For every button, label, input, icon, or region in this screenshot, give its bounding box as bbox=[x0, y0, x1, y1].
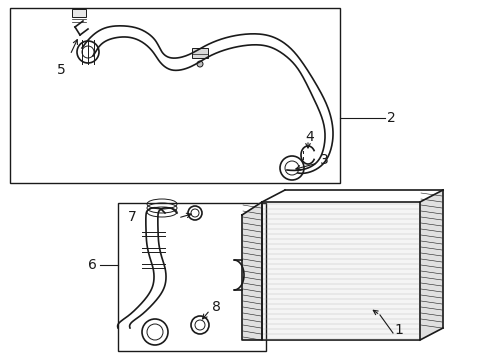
Text: 6: 6 bbox=[88, 258, 97, 272]
Text: 1: 1 bbox=[393, 323, 402, 337]
Polygon shape bbox=[242, 202, 262, 340]
Bar bbox=[118, 203, 265, 351]
Text: 2: 2 bbox=[386, 111, 395, 125]
Polygon shape bbox=[262, 202, 419, 340]
Text: 3: 3 bbox=[319, 153, 328, 167]
Text: 7: 7 bbox=[128, 210, 137, 224]
Circle shape bbox=[197, 61, 203, 67]
Polygon shape bbox=[419, 190, 442, 340]
Text: 5: 5 bbox=[57, 63, 65, 77]
Text: 4: 4 bbox=[305, 130, 313, 144]
Bar bbox=[10, 8, 339, 183]
Bar bbox=[192, 48, 207, 58]
Text: 8: 8 bbox=[212, 300, 221, 314]
Bar bbox=[72, 9, 86, 17]
